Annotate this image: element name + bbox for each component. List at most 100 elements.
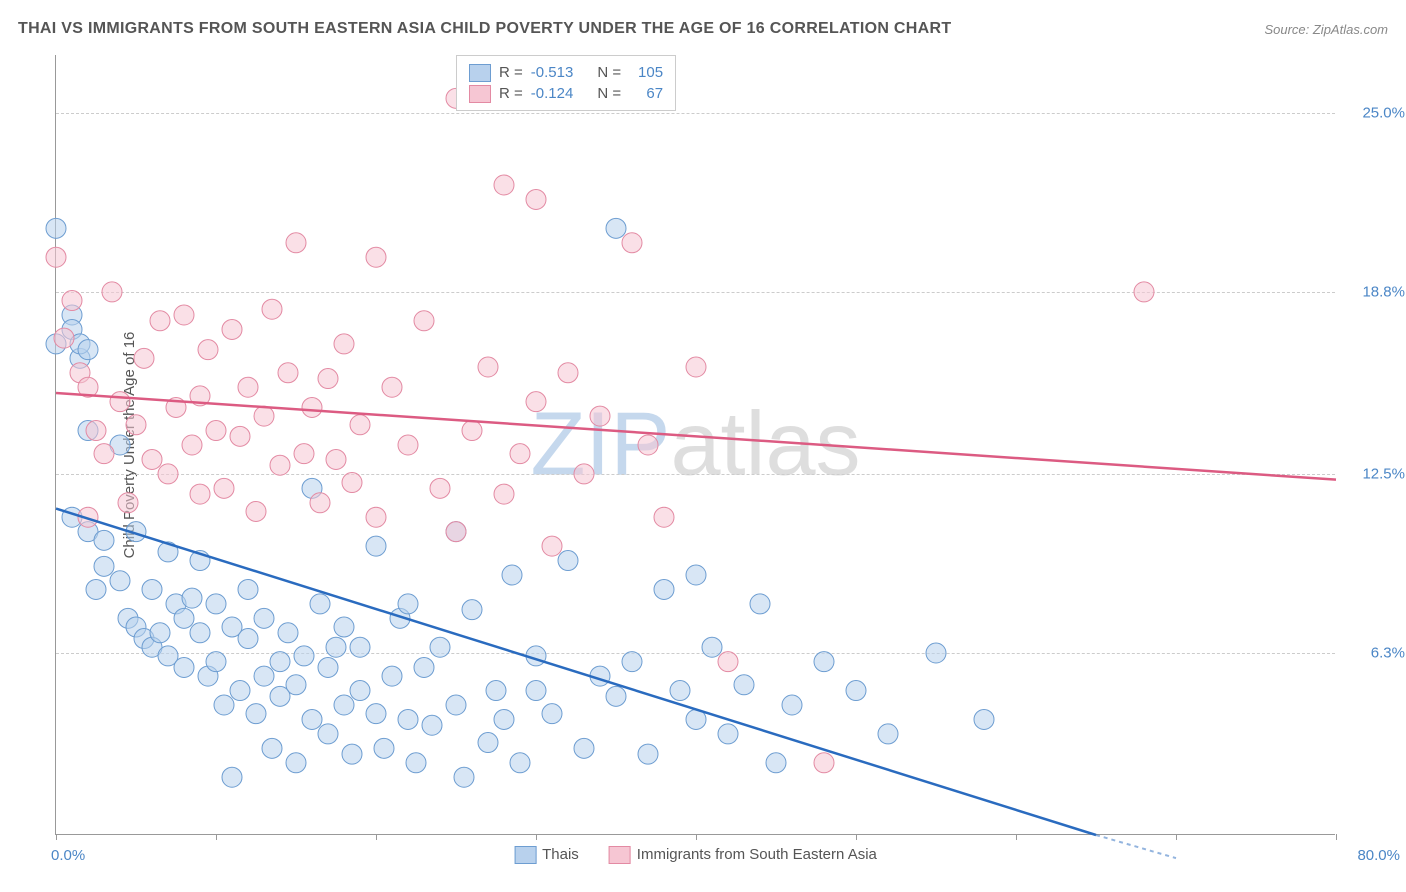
x-tick <box>696 834 697 840</box>
data-point-immigrants <box>326 449 346 469</box>
x-tick <box>56 834 57 840</box>
bottom-swatch <box>609 846 631 864</box>
data-point-thais <box>574 738 594 758</box>
data-point-immigrants <box>254 406 274 426</box>
x-axis-min-label: 0.0% <box>51 847 85 864</box>
data-point-immigrants <box>342 473 362 493</box>
r-value: -0.513 <box>531 62 574 83</box>
data-point-thais <box>478 733 498 753</box>
data-point-thais <box>214 695 234 715</box>
series-legend: Thais Immigrants from South Eastern Asia <box>514 846 877 864</box>
legend-swatch-thais <box>469 64 491 82</box>
data-point-thais <box>622 652 642 672</box>
data-point-immigrants <box>270 455 290 475</box>
data-point-immigrants <box>1134 282 1154 302</box>
data-point-immigrants <box>238 377 258 397</box>
y-tick-label: 12.5% <box>1345 465 1405 482</box>
data-point-immigrants <box>302 397 322 417</box>
data-point-thais <box>502 565 522 585</box>
x-tick <box>1176 834 1177 840</box>
data-point-immigrants <box>54 328 74 348</box>
data-point-immigrants <box>190 484 210 504</box>
data-point-thais <box>182 588 202 608</box>
bottom-legend-label: Thais <box>542 846 579 863</box>
corr-legend-row-thais: R =-0.513N =105 <box>469 62 663 83</box>
data-point-immigrants <box>214 478 234 498</box>
data-point-thais <box>286 753 306 773</box>
data-point-immigrants <box>318 369 338 389</box>
data-point-thais <box>510 753 530 773</box>
data-point-thais <box>734 675 754 695</box>
x-tick <box>1336 834 1337 840</box>
data-point-thais <box>702 637 722 657</box>
data-point-thais <box>278 623 298 643</box>
data-point-immigrants <box>142 449 162 469</box>
data-point-immigrants <box>174 305 194 325</box>
data-point-thais <box>254 608 274 628</box>
data-point-immigrants <box>686 357 706 377</box>
data-point-thais <box>238 579 258 599</box>
data-point-thais <box>382 666 402 686</box>
data-point-thais <box>430 637 450 657</box>
data-point-thais <box>686 565 706 585</box>
data-point-immigrants <box>718 652 738 672</box>
chart-container: THAI VS IMMIGRANTS FROM SOUTH EASTERN AS… <box>0 0 1406 892</box>
data-point-thais <box>462 600 482 620</box>
data-point-thais <box>326 637 346 657</box>
data-point-thais <box>254 666 274 686</box>
data-point-thais <box>142 579 162 599</box>
data-point-thais <box>670 681 690 701</box>
data-point-thais <box>350 637 370 657</box>
data-point-thais <box>638 744 658 764</box>
data-point-immigrants <box>246 501 266 521</box>
data-point-thais <box>230 681 250 701</box>
data-point-immigrants <box>382 377 402 397</box>
data-point-thais <box>342 744 362 764</box>
data-point-immigrants <box>526 189 546 209</box>
data-point-thais <box>86 579 106 599</box>
chart-title: THAI VS IMMIGRANTS FROM SOUTH EASTERN AS… <box>18 20 951 38</box>
r-label: R = <box>499 62 523 83</box>
data-point-immigrants <box>430 478 450 498</box>
data-point-thais <box>494 709 514 729</box>
r-value: -0.124 <box>531 83 574 104</box>
data-point-immigrants <box>86 421 106 441</box>
data-point-thais <box>878 724 898 744</box>
data-point-thais <box>422 715 442 735</box>
data-point-thais <box>750 594 770 614</box>
data-point-immigrants <box>230 426 250 446</box>
data-point-thais <box>286 675 306 695</box>
data-point-immigrants <box>110 392 130 412</box>
bottom-legend-label: Immigrants from South Eastern Asia <box>637 846 877 863</box>
data-point-thais <box>302 709 322 729</box>
bottom-legend-item: Thais <box>514 846 579 864</box>
y-tick-label: 25.0% <box>1345 104 1405 121</box>
data-point-immigrants <box>414 311 434 331</box>
data-point-thais <box>366 536 386 556</box>
data-point-thais <box>238 629 258 649</box>
data-point-thais <box>94 556 114 576</box>
data-point-immigrants <box>366 507 386 527</box>
data-point-immigrants <box>286 233 306 253</box>
corr-legend-row-immigrants: R =-0.124N =67 <box>469 83 663 104</box>
plot-area: Child Poverty Under the Age of 16 ZIPatl… <box>55 55 1335 835</box>
data-point-thais <box>350 681 370 701</box>
data-point-immigrants <box>494 175 514 195</box>
data-point-immigrants <box>590 406 610 426</box>
data-point-thais <box>174 608 194 628</box>
data-point-thais <box>606 218 626 238</box>
data-point-thais <box>782 695 802 715</box>
data-point-immigrants <box>206 421 226 441</box>
data-point-immigrants <box>134 348 154 368</box>
data-point-immigrants <box>222 319 242 339</box>
data-point-immigrants <box>102 282 122 302</box>
data-point-thais <box>270 652 290 672</box>
data-point-immigrants <box>638 435 658 455</box>
data-point-immigrants <box>814 753 834 773</box>
y-tick-label: 6.3% <box>1345 645 1405 662</box>
data-point-thais <box>926 643 946 663</box>
data-point-immigrants <box>334 334 354 354</box>
data-point-thais <box>46 218 66 238</box>
y-tick-label: 18.8% <box>1345 283 1405 300</box>
data-point-immigrants <box>294 444 314 464</box>
